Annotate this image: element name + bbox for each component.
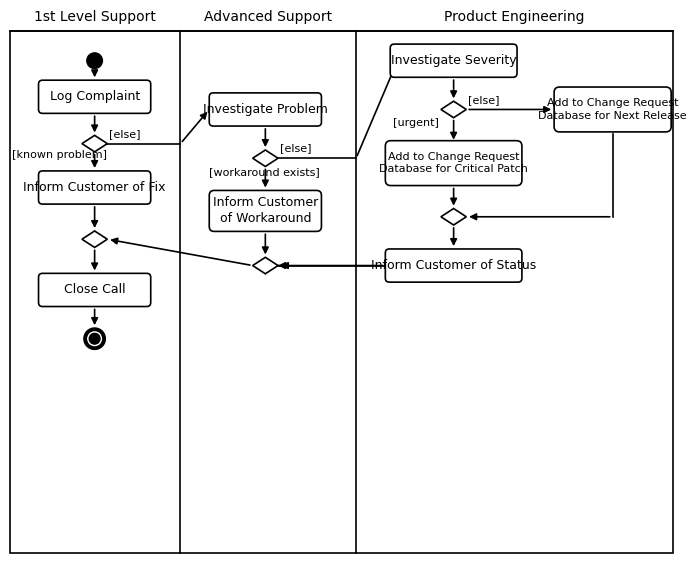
Text: Inform Customer of Fix: Inform Customer of Fix (23, 181, 166, 194)
Text: [known problem]: [known problem] (12, 150, 106, 160)
Text: [else]: [else] (468, 95, 500, 105)
Polygon shape (253, 257, 278, 274)
Polygon shape (441, 101, 466, 118)
FancyBboxPatch shape (385, 249, 522, 282)
Text: [urgent]: [urgent] (393, 118, 438, 128)
Text: Investigate Severity: Investigate Severity (391, 54, 517, 67)
Polygon shape (253, 150, 278, 167)
Text: Advanced Support: Advanced Support (204, 10, 332, 24)
FancyBboxPatch shape (38, 80, 150, 113)
FancyBboxPatch shape (38, 171, 150, 204)
Text: 1st Level Support: 1st Level Support (34, 10, 156, 24)
Text: Product Engineering: Product Engineering (444, 10, 584, 24)
FancyBboxPatch shape (209, 93, 321, 126)
Text: [workaround exists]: [workaround exists] (209, 167, 320, 177)
Text: Add to Change Request
Database for Critical Patch: Add to Change Request Database for Criti… (379, 152, 528, 174)
Text: Inform Customer
of Workaround: Inform Customer of Workaround (213, 197, 318, 225)
Text: [else]: [else] (280, 144, 312, 154)
Text: Close Call: Close Call (64, 283, 125, 297)
Circle shape (84, 328, 106, 350)
Text: Log Complaint: Log Complaint (50, 90, 140, 104)
Text: Add to Change Request
Database for Next Release: Add to Change Request Database for Next … (538, 98, 687, 121)
Circle shape (88, 332, 102, 346)
Circle shape (87, 53, 102, 68)
Polygon shape (82, 135, 107, 152)
Text: Investigate Problem: Investigate Problem (203, 103, 328, 116)
Polygon shape (441, 209, 466, 225)
Polygon shape (82, 231, 107, 247)
Text: Inform Customer of Status: Inform Customer of Status (371, 259, 536, 272)
Text: [else]: [else] (109, 129, 141, 139)
FancyBboxPatch shape (38, 273, 150, 306)
FancyBboxPatch shape (390, 44, 517, 77)
Circle shape (90, 334, 100, 344)
FancyBboxPatch shape (209, 190, 321, 231)
FancyBboxPatch shape (385, 141, 522, 186)
FancyBboxPatch shape (554, 87, 671, 132)
